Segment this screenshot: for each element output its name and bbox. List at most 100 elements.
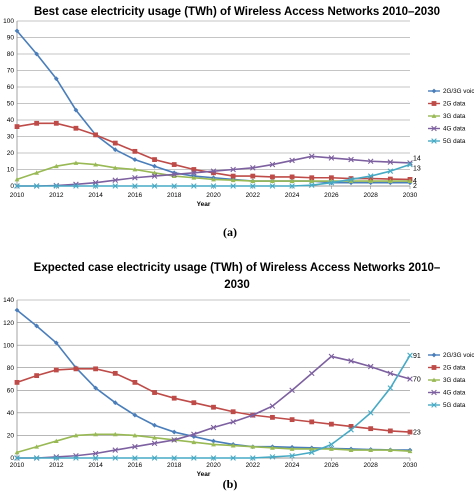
data-point: [348, 156, 354, 163]
data-point: [132, 455, 138, 461]
end-value-label: 13: [413, 166, 421, 173]
data-point: [14, 177, 20, 182]
legend-label: 5G data: [443, 402, 466, 409]
data-point: [92, 455, 99, 461]
data-point: [431, 389, 437, 396]
legend-label: 3G data: [443, 377, 466, 384]
x-tick-label: 2016: [128, 192, 143, 199]
x-axis-title: Year: [197, 471, 211, 478]
data-point: [348, 176, 354, 181]
x-tick-label: 2014: [88, 462, 103, 469]
data-point: [407, 429, 413, 435]
data-point: [132, 379, 138, 385]
data-point: [34, 323, 40, 329]
data-point: [210, 424, 217, 431]
panel-label: (b): [223, 477, 238, 491]
x-tick-label: 2012: [49, 192, 64, 199]
x-tick-label: 2020: [206, 192, 221, 199]
y-tick-label: 20: [7, 433, 15, 440]
y-tick-label: 70: [7, 68, 15, 75]
data-point: [230, 166, 236, 173]
data-point: [230, 177, 236, 183]
y-tick-label: 40: [7, 410, 15, 417]
data-point: [191, 183, 197, 189]
y-tick-label: 0: [10, 455, 14, 462]
data-point: [230, 183, 236, 189]
y-tick-label: 60: [7, 387, 15, 394]
data-point: [387, 168, 394, 174]
data-point: [407, 352, 413, 359]
data-point: [368, 426, 374, 432]
legend-entry: 4G data: [428, 126, 466, 133]
data-point: [289, 452, 295, 459]
end-value-label: 2: [413, 183, 417, 190]
end-value-label: 23: [413, 430, 421, 437]
data-point: [407, 448, 413, 454]
data-point: [348, 426, 354, 433]
series-5g-data: [14, 352, 413, 461]
series-3g-data: [14, 431, 413, 455]
data-point: [14, 379, 20, 385]
legend-entry: 4G data: [428, 390, 466, 397]
data-point: [269, 403, 276, 409]
data-point: [171, 183, 177, 189]
data-point: [367, 363, 374, 370]
data-point: [250, 178, 256, 183]
y-tick-label: 30: [7, 134, 15, 141]
data-point: [230, 419, 236, 425]
data-point: [250, 173, 256, 179]
y-tick-label: 60: [7, 84, 15, 91]
data-point: [348, 424, 354, 429]
data-point: [270, 174, 275, 180]
data-point: [112, 165, 118, 170]
data-point: [53, 455, 60, 461]
y-tick-label: 120: [3, 320, 14, 327]
end-value-label: 4: [413, 178, 417, 185]
data-point: [250, 444, 256, 449]
legend-entry: 2G data: [428, 101, 466, 108]
data-point: [289, 183, 295, 189]
data-point: [308, 449, 315, 456]
data-point: [92, 450, 99, 457]
data-point: [53, 120, 59, 126]
data-point: [112, 370, 118, 376]
data-point: [34, 170, 40, 175]
data-point: [309, 446, 315, 451]
data-point: [14, 124, 20, 129]
data-point: [431, 88, 437, 94]
data-point: [348, 176, 354, 183]
data-point: [368, 176, 374, 181]
data-point: [132, 167, 138, 172]
data-point: [309, 175, 315, 181]
data-point: [387, 178, 393, 183]
data-point: [53, 367, 59, 373]
data-point: [14, 455, 20, 461]
series-5g-data: [14, 161, 413, 189]
y-tick-label: 90: [7, 35, 15, 42]
data-point: [270, 414, 275, 420]
legend-label: 5G data: [443, 138, 466, 145]
data-point: [151, 183, 158, 189]
data-point: [309, 419, 315, 425]
data-point: [387, 159, 394, 165]
x-tick-label: 2028: [363, 462, 378, 469]
data-point: [73, 125, 79, 131]
data-point: [112, 431, 118, 437]
data-point: [387, 447, 393, 453]
data-point: [112, 177, 119, 184]
y-tick-label: 50: [7, 101, 15, 108]
x-axis-title: Year: [197, 201, 211, 208]
data-point: [14, 449, 20, 455]
data-point: [431, 138, 437, 144]
data-point: [210, 168, 217, 174]
chart-title-line: 2030: [224, 279, 250, 291]
data-point: [93, 162, 98, 167]
data-point: [14, 307, 20, 313]
data-point: [171, 395, 177, 401]
legend-label: 4G data: [443, 126, 466, 133]
data-point: [250, 165, 256, 171]
data-point: [230, 173, 236, 179]
chart-title-line: Expected case electricity usage (TWh) of…: [34, 262, 441, 274]
data-point: [151, 455, 158, 461]
data-point: [289, 446, 295, 451]
